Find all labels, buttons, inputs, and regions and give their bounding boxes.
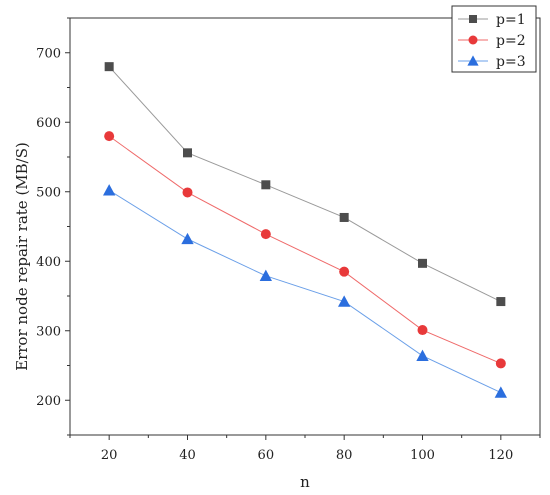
data-point [183,148,192,158]
data-point [104,62,114,72]
legend-marker [469,15,477,23]
data-point [418,258,427,268]
data-point [181,232,194,245]
x-tick-label: 60 [258,448,275,463]
plot-border [69,17,541,436]
legend-marker [468,35,478,45]
x-tick-label: 20 [101,448,118,463]
y-tick-label: 500 [36,185,61,200]
data-point [494,386,508,398]
legend-label: p=2 [496,33,526,49]
x-tick-label: 120 [488,448,513,463]
data-point [496,297,506,307]
data-point [337,295,351,307]
y-tick-label: 400 [36,255,61,270]
y-tick-label: 700 [36,46,61,61]
y-tick-label: 600 [36,116,61,131]
data-point [259,269,273,282]
data-point [182,187,193,198]
series-2 [104,131,506,369]
plot-frame [69,17,541,436]
data-point [339,212,349,222]
legend-item-1: p=1 [458,12,526,28]
y-axis: 200 300 400 500 600 700 [36,17,70,436]
series-1 [104,62,506,307]
x-tick-label: 80 [336,448,353,463]
x-axis-title: n [300,473,310,491]
data-point [102,184,116,196]
legend: p=1 p=2 p=3 [451,5,537,73]
y-tick-label: 200 [36,394,61,409]
x-tick-label: 100 [410,448,435,463]
legend-label: p=1 [496,12,526,28]
series-layer [102,62,508,398]
data-point [104,131,115,142]
x-axis: 20 40 60 80 100 120 [69,435,541,463]
data-point [417,325,428,336]
data-point [339,266,350,277]
legend-item-2: p=2 [458,33,526,49]
y-tick-label: 300 [36,324,61,339]
data-point [260,229,271,240]
series-line [108,135,502,364]
series-line [108,66,502,303]
series-line [108,189,502,394]
legend-marker [467,55,479,66]
data-point [495,358,506,369]
data-point [416,349,429,361]
series-3 [102,184,508,398]
y-axis-title: Error node repair rate (MB/S) [13,142,31,371]
x-tick-label: 40 [179,448,196,463]
legend-label: p=3 [496,54,526,70]
legend-item-3: p=3 [458,54,526,70]
data-point [261,180,271,190]
